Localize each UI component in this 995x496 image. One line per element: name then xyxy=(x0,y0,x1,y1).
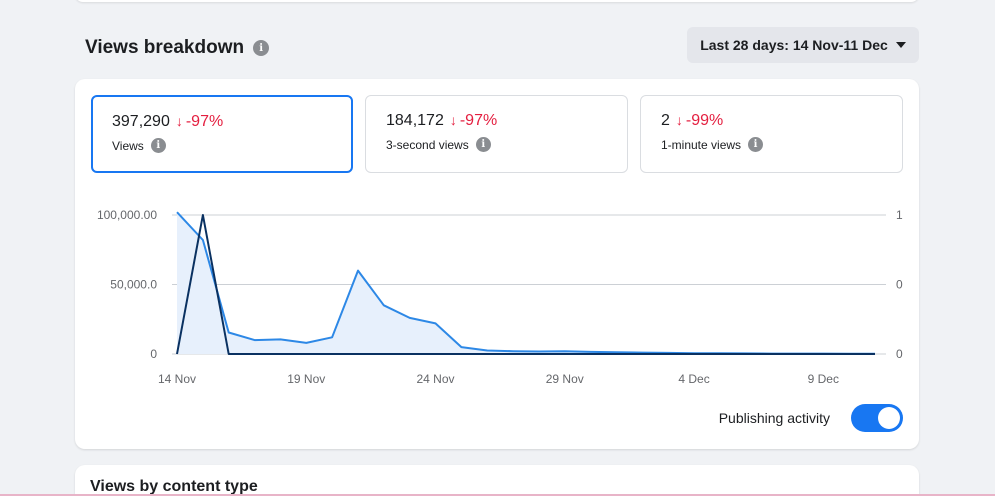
x-tick-label: 4 Dec xyxy=(678,372,709,386)
x-tick-label: 24 Nov xyxy=(417,372,455,386)
metric-delta: ↓ -97% xyxy=(176,113,223,131)
metric-label: 1-minute views xyxy=(661,137,742,152)
x-tick-label: 29 Nov xyxy=(546,372,584,386)
date-range-dropdown[interactable]: Last 28 days: 14 Nov-11 Dec xyxy=(687,27,919,63)
metric-label-row: Views i xyxy=(112,138,166,153)
metric-delta: ↓ -99% xyxy=(676,112,723,130)
arrow-down-icon: ↓ xyxy=(675,112,683,128)
metric-delta: ↓ -97% xyxy=(450,112,497,130)
series-line-publishing xyxy=(176,214,875,355)
metric-value: 2 xyxy=(661,112,670,129)
y-tick-label-left: 50,000.0 xyxy=(110,278,157,292)
section-title: Views breakdown xyxy=(85,37,245,58)
date-range-label: Last 28 days: 14 Nov-11 Dec xyxy=(700,37,888,53)
metric-delta-value: -99% xyxy=(685,112,724,129)
y-tick-label-right: 0 xyxy=(896,278,903,292)
series-area xyxy=(177,212,875,354)
y-tick-label-left: 0 xyxy=(150,347,157,361)
x-tick-label: 9 Dec xyxy=(808,372,839,386)
toggle-label: Publishing activity xyxy=(718,410,830,426)
metric-value-row: 184,172 ↓ -97% xyxy=(386,112,497,130)
info-icon[interactable]: i xyxy=(150,138,166,153)
metric-card-1-minute-views[interactable]: 2 ↓ -99% 1-minute views i xyxy=(640,95,903,173)
metric-label-row: 1-minute views i xyxy=(661,137,764,152)
y-tick-label-right: 1 xyxy=(896,208,903,222)
y-tick-label-left: 100,000.00 xyxy=(97,208,157,222)
section-title: Views by content type xyxy=(90,478,258,495)
metric-delta-value: -97% xyxy=(459,112,498,129)
metric-value: 397,290 xyxy=(112,113,170,130)
x-tick-label: 19 Nov xyxy=(287,372,325,386)
metric-value: 184,172 xyxy=(386,112,444,129)
previous-card xyxy=(75,0,919,2)
section-header: Views breakdown i xyxy=(85,37,270,59)
series-line-views xyxy=(176,211,875,355)
publishing-activity-row: Publishing activity xyxy=(719,404,903,432)
metric-card-3-second-views[interactable]: 184,172 ↓ -97% 3-second views i xyxy=(365,95,628,173)
metric-delta-value: -97% xyxy=(185,113,224,130)
publishing-activity-toggle[interactable] xyxy=(851,404,903,432)
toggle-knob xyxy=(878,407,900,429)
metric-label: 3-second views xyxy=(386,137,469,152)
arrow-down-icon: ↓ xyxy=(175,113,183,129)
arrow-down-icon: ↓ xyxy=(449,112,457,128)
x-tick-label: 14 Nov xyxy=(158,372,196,386)
metric-card-views[interactable]: 397,290 ↓ -97% Views i xyxy=(91,95,353,173)
metric-value-row: 2 ↓ -99% xyxy=(661,112,723,130)
info-icon[interactable]: i xyxy=(475,137,491,152)
info-icon[interactable]: i xyxy=(748,137,764,152)
bottom-edge-line xyxy=(0,494,995,496)
metric-label: Views xyxy=(112,138,144,153)
caret-down-icon xyxy=(895,42,906,48)
views-by-content-type-card: Views by content type xyxy=(75,465,919,496)
info-icon[interactable]: i xyxy=(253,40,270,56)
y-tick-label-right: 0 xyxy=(896,347,903,361)
metric-value-row: 397,290 ↓ -97% xyxy=(112,113,223,131)
metric-label-row: 3-second views i xyxy=(386,137,491,152)
views-breakdown-card: 397,290 ↓ -97% Views i 184,172 ↓ -97% 3-se… xyxy=(75,79,919,449)
